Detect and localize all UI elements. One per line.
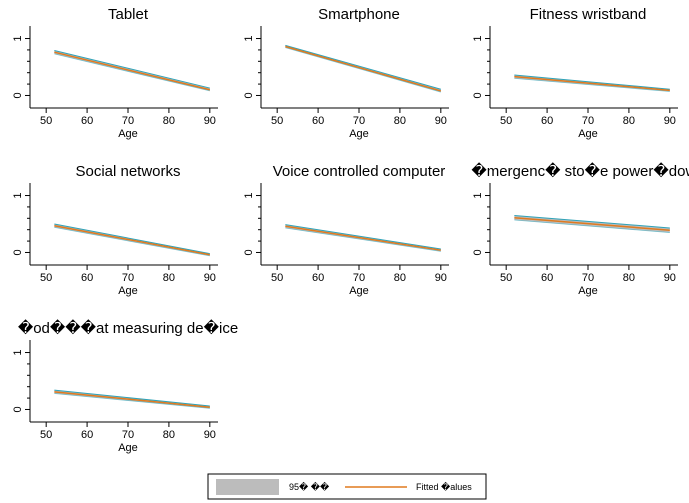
ci-lower-edge (514, 77, 670, 92)
x-tick-label: 70 (353, 115, 365, 127)
y-tick-label: 1 (243, 35, 255, 41)
fitted-line (54, 51, 210, 91)
legend-ci-swatch (216, 479, 279, 495)
x-axis-title: Age (349, 285, 369, 297)
x-tick-label: 60 (81, 115, 93, 127)
x-tick-label: 70 (582, 115, 594, 127)
y-tick-label: 1 (243, 192, 255, 198)
x-tick-label: 50 (40, 272, 52, 284)
ci-upper-edge (514, 214, 670, 229)
chart-panels: Tablet 0 1 50 60 70 80 90 Age Smartphone 0 1 50 60 70 8… (12, 6, 689, 454)
x-tick-label: 50 (500, 272, 512, 284)
x-tick-label: 70 (353, 272, 365, 284)
y-tick-label: 1 (472, 192, 484, 198)
y-tick-label: 1 (472, 35, 484, 41)
x-tick-label: 50 (271, 115, 283, 127)
x-tick-label: 70 (122, 429, 134, 441)
ci-upper-edge (285, 224, 441, 250)
legend-ci-label: 95� �� (289, 481, 330, 492)
panel-title: Fitness wristband (530, 6, 647, 23)
ci-upper-edge (514, 74, 670, 90)
y-tick-label: 0 (12, 92, 24, 98)
panel-title: Smartphone (318, 6, 400, 23)
y-tick-label: 0 (12, 249, 24, 255)
fitted-line (514, 216, 670, 232)
x-axis-title: Age (118, 128, 138, 140)
x-tick-label: 70 (582, 272, 594, 284)
chart-panel: Voice controlled computer 0 1 50 60 70 80 90 Age (243, 163, 449, 297)
x-axis-title: Age (349, 128, 369, 140)
ci-lower-edge (54, 53, 210, 92)
y-tick-label: 0 (472, 92, 484, 98)
x-tick-label: 80 (394, 115, 406, 127)
x-tick-label: 60 (81, 429, 93, 441)
x-tick-label: 60 (541, 115, 553, 127)
x-tick-label: 80 (623, 272, 635, 284)
panel-title: �mergenc� sto�e power�down (471, 162, 689, 180)
x-tick-label: 90 (435, 272, 447, 284)
x-tick-label: 50 (40, 115, 52, 127)
x-tick-label: 90 (204, 272, 216, 284)
chart-panel: �mergenc� sto�e power�down 0 1 50 60 70 80 90 Ag… (471, 162, 689, 297)
x-tick-label: 90 (664, 272, 676, 284)
fitted-line (54, 224, 210, 256)
x-axis-title: Age (578, 128, 598, 140)
y-tick-label: 0 (12, 406, 24, 412)
ci-lower-edge (514, 219, 670, 233)
y-tick-label: 1 (12, 349, 24, 355)
chart-panel: Tablet 0 1 50 60 70 80 90 Age (12, 6, 218, 140)
fitted-line (285, 225, 441, 251)
chart-panel: Smartphone 0 1 50 60 70 80 90 Age (243, 6, 449, 140)
x-tick-label: 80 (163, 115, 175, 127)
x-tick-label: 90 (664, 115, 676, 127)
x-tick-label: 60 (541, 272, 553, 284)
x-tick-label: 60 (81, 272, 93, 284)
panel-title: Tablet (108, 6, 149, 23)
x-tick-label: 90 (435, 115, 447, 127)
chart-panel: Social networks 0 1 50 60 70 80 90 Age (12, 163, 218, 297)
ci-lower-edge (54, 393, 210, 409)
panel-title: Social networks (75, 163, 180, 180)
x-tick-label: 80 (394, 272, 406, 284)
x-tick-label: 90 (204, 115, 216, 127)
ci-lower-edge (285, 227, 441, 252)
x-axis-title: Age (578, 285, 598, 297)
y-tick-label: 0 (472, 249, 484, 255)
x-axis-title: Age (118, 442, 138, 454)
fitted-line (285, 45, 442, 92)
ci-upper-edge (54, 50, 210, 89)
chart-panel: �od���at measuring de�ice 0 1 50 60 70 80 90 Age (12, 319, 238, 454)
fitted-line (54, 391, 210, 408)
legend: 95� �� Fitted �alues (207, 473, 487, 500)
x-tick-label: 60 (312, 272, 324, 284)
x-tick-label: 70 (122, 272, 134, 284)
x-tick-label: 80 (163, 272, 175, 284)
x-tick-label: 50 (271, 272, 283, 284)
ci-lower-edge (285, 47, 441, 93)
panel-title: �od���at measuring de�ice (18, 319, 238, 337)
x-tick-label: 80 (623, 115, 635, 127)
y-tick-label: 0 (243, 249, 255, 255)
x-axis-title: Age (118, 285, 138, 297)
x-tick-label: 90 (204, 429, 216, 441)
chart-panel: Fitness wristband 0 1 50 60 70 80 90 Age (472, 6, 678, 140)
y-tick-label: 1 (12, 35, 24, 41)
x-tick-label: 70 (122, 115, 134, 127)
ci-lower-edge (54, 227, 210, 257)
ci-upper-edge (285, 44, 441, 90)
panel-title: Voice controlled computer (273, 163, 446, 180)
x-tick-label: 50 (500, 115, 512, 127)
y-tick-label: 0 (243, 92, 255, 98)
fitted-line (514, 75, 670, 92)
y-tick-label: 1 (12, 192, 24, 198)
ci-upper-edge (54, 389, 210, 407)
x-tick-label: 80 (163, 429, 175, 441)
x-tick-label: 50 (40, 429, 52, 441)
x-tick-label: 60 (312, 115, 324, 127)
ci-upper-edge (54, 223, 210, 255)
legend-fit-label: Fitted �alues (416, 481, 472, 492)
